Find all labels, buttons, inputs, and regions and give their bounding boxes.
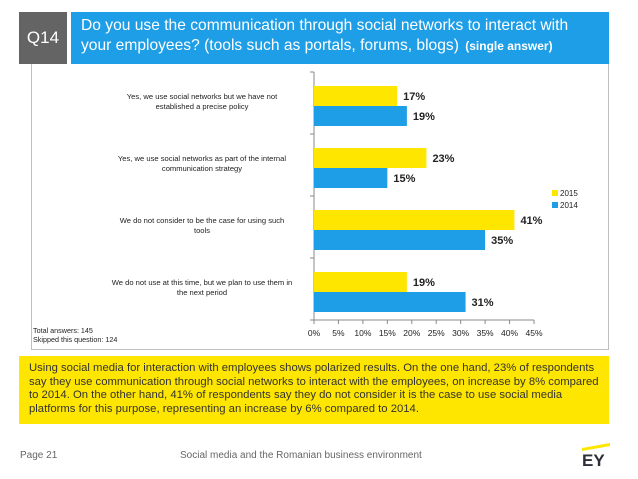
bar-value-label: 19% xyxy=(413,277,435,289)
chart-frame: 0% 5% 10% 15% 20% 25% 30% 35% 40% 45% 17% 19% Yes, w… xyxy=(31,64,609,350)
bar-2015 xyxy=(314,148,427,168)
bar-value-label: 41% xyxy=(520,215,542,227)
bar-2014 xyxy=(314,292,466,312)
bar-value-label: 17% xyxy=(403,91,425,103)
x-tick-label: 40% xyxy=(501,328,518,338)
totals-info: Total answers: 145 Skipped this question… xyxy=(33,326,117,344)
question-text-line1: Do you use the communication through soc… xyxy=(81,17,569,34)
bar-2015 xyxy=(314,210,515,230)
answer-type-note: (single answer) xyxy=(465,39,553,53)
bar-value-label: 23% xyxy=(432,153,454,165)
ey-logo: EY xyxy=(582,443,610,468)
bar-value-label: 19% xyxy=(413,111,435,123)
legend-label: 2014 xyxy=(560,201,578,210)
bar-2015 xyxy=(314,272,407,292)
bar-2014 xyxy=(314,168,388,188)
x-tick-label: 20% xyxy=(403,328,420,338)
category-label: the next period xyxy=(177,288,227,297)
footer-title: Social media and the Romanian business e… xyxy=(180,450,422,461)
question-text-line2-main: your employees? (tools such as portals, … xyxy=(81,37,459,54)
category-label: communication strategy xyxy=(162,164,242,173)
page-number: Page 21 xyxy=(20,450,58,461)
summary-text: Using social media for interaction with … xyxy=(29,362,599,415)
question-text-line2: your employees? (tools such as portals, … xyxy=(81,36,609,56)
category-label: We do not consider to be the case for us… xyxy=(120,216,285,225)
summary-box: Using social media for interaction with … xyxy=(19,356,609,424)
ey-logo-text: EY xyxy=(582,451,605,468)
legend-label: 2015 xyxy=(560,189,578,198)
x-tick-label: 0% xyxy=(308,328,321,338)
bar-value-label: 15% xyxy=(393,173,415,185)
bar-chart: 0% 5% 10% 15% 20% 25% 30% 35% 40% 45% 17% 19% Yes, w… xyxy=(112,71,578,338)
x-tick-label: 35% xyxy=(477,328,494,338)
question-header: Do you use the communication through soc… xyxy=(71,12,609,64)
bar-2014 xyxy=(314,106,407,126)
bar-2015 xyxy=(314,86,398,106)
skipped-count: Skipped this question: 124 xyxy=(33,335,118,344)
bar-value-label: 35% xyxy=(491,235,513,247)
category-label: tools xyxy=(194,226,210,235)
category-label: established a precise policy xyxy=(156,102,249,111)
x-tick-label: 45% xyxy=(525,328,542,338)
x-tick-label: 30% xyxy=(452,328,469,338)
x-tick-label: 25% xyxy=(428,328,445,338)
x-tick-label: 15% xyxy=(379,328,396,338)
category-label: We do not use at this time, but we plan … xyxy=(112,278,293,287)
category-label: Yes, we use social networks as part of t… xyxy=(118,154,286,163)
legend-swatch-2015 xyxy=(552,190,558,196)
question-badge: Q14 xyxy=(19,12,67,64)
bar-value-label: 31% xyxy=(472,297,494,309)
category-label: Yes, we use social networks but we have … xyxy=(127,92,278,101)
ey-logo-beam xyxy=(582,443,610,451)
x-tick-label: 5% xyxy=(332,328,345,338)
bar-2014 xyxy=(314,230,486,250)
x-tick-label: 10% xyxy=(354,328,371,338)
total-answers: Total answers: 145 xyxy=(33,326,93,335)
legend-swatch-2014 xyxy=(552,202,558,208)
